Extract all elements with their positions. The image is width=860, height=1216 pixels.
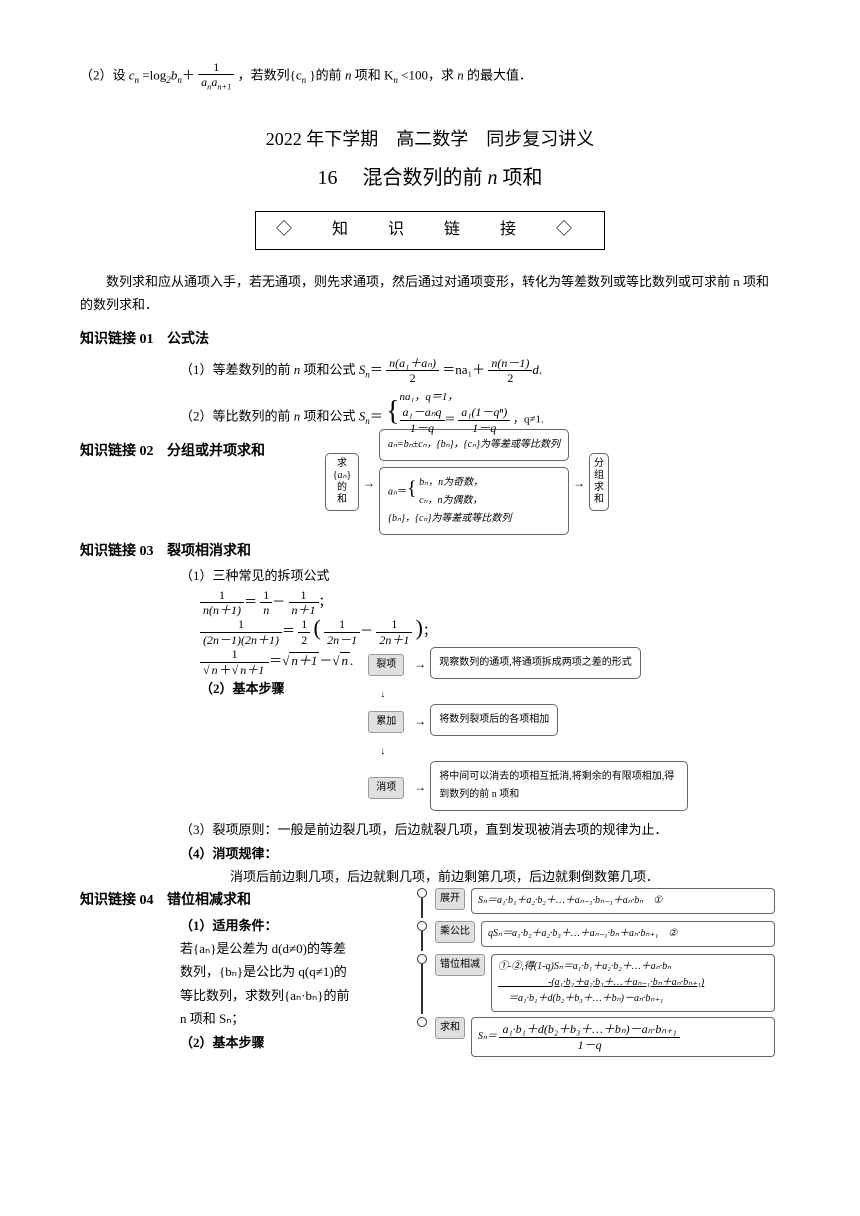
split-formula-3: 1 √n＋√n＋1＝√n＋1－√n. （2）基本步骤 (200, 647, 353, 700)
section-02: 知识链接 02 分组或并项求和 求{aₙ}的和 → aₙ=bₙ±cₙ，{bₙ}，… (80, 439, 780, 539)
item-4-1: （1）适用条件： (180, 914, 400, 937)
displace-diagram: 展开 Sₙ＝a₁·b₁＋a₂·b₂＋…＋aₙ₋₁·bₙ₋₁＋aₙ·bₙ ① 乘公… (415, 888, 775, 1060)
arrow-icon: → (363, 473, 375, 495)
case-box-2: aₙ＝{ bₙ，n为奇数， cₙ，n为偶数， {bₙ}，{cₙ}为等差或等比数列 (379, 467, 569, 535)
left-vert-label: 求{aₙ}的和 (325, 453, 359, 511)
item-3-1: （1）三种常见的拆项公式 (180, 564, 780, 587)
intro-paragraph: 数列求和应从通项入手，若无通项，则先求通项，然后通过对通项变形，转化为等差数列或… (80, 270, 780, 317)
arrow-icon: → (573, 473, 585, 495)
split-formula-1: 1n(n＋1)＝ 1n－ 1n＋1； (200, 588, 780, 618)
item-3-4-label: （4）消项规律： (180, 842, 780, 865)
split-formula-2: 1(2n－1)(2n＋1)＝ 12 ( 12n－1－ 12n＋1 )； (200, 617, 780, 647)
item-3-3: （3）裂项原则：一般是前边裂几项，后边就裂几项，直到发现被消去项的规律为止． (180, 818, 780, 841)
geo-sum-formula: （2）等比数列的前 n 项和公式 Sn＝ { na₁，q＝1， a₁－aₙq1－… (180, 390, 780, 435)
item-4-2: （2）基本步骤 (180, 1031, 400, 1054)
doc-title-2: 16 混合数列的前 n 项和 (80, 160, 780, 196)
banner: ◇ 知 识 链 接 ◇ (80, 211, 780, 250)
doc-title-1: 2022 年下学期 高二数学 同步复习讲义 (80, 123, 780, 155)
frac: 1 anan+1 (198, 60, 234, 93)
step-diagram: 裂项→观察数列的通项,将通项拆成两项之差的形式 ↓ 累加→将数列裂项后的各项相加… (368, 647, 688, 818)
section-03: 知识链接 03 裂项相消求和 (80, 539, 780, 564)
item-3-2: （2）基本步骤 (200, 681, 285, 696)
section-01: 知识链接 01 公式法 (80, 327, 780, 352)
problem-2: （2）设 cn =log2bn＋ 1 anan+1 ，若数列{cn }的前 n … (80, 60, 780, 93)
item-3-4-text: 消项后前边剩几项，后边就剩几项，前边剩第几项，后边就剩倒数第几项． (230, 865, 780, 888)
arith-sum-formula: （1）等差数列的前 n 项和公式 Sn＝ n(a₁＋aₙ)2 ＝na₁＋ n(n… (180, 356, 780, 386)
right-vert-label: 分组求和 (589, 453, 609, 511)
prefix: （2）设 (80, 67, 129, 82)
section-04: 知识链接 04 错位相减求和 （1）适用条件： 若{aₙ}是公差为 d(d≠0)… (80, 888, 780, 1060)
